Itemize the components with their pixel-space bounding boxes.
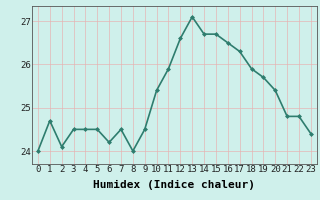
X-axis label: Humidex (Indice chaleur): Humidex (Indice chaleur) [93,180,255,190]
